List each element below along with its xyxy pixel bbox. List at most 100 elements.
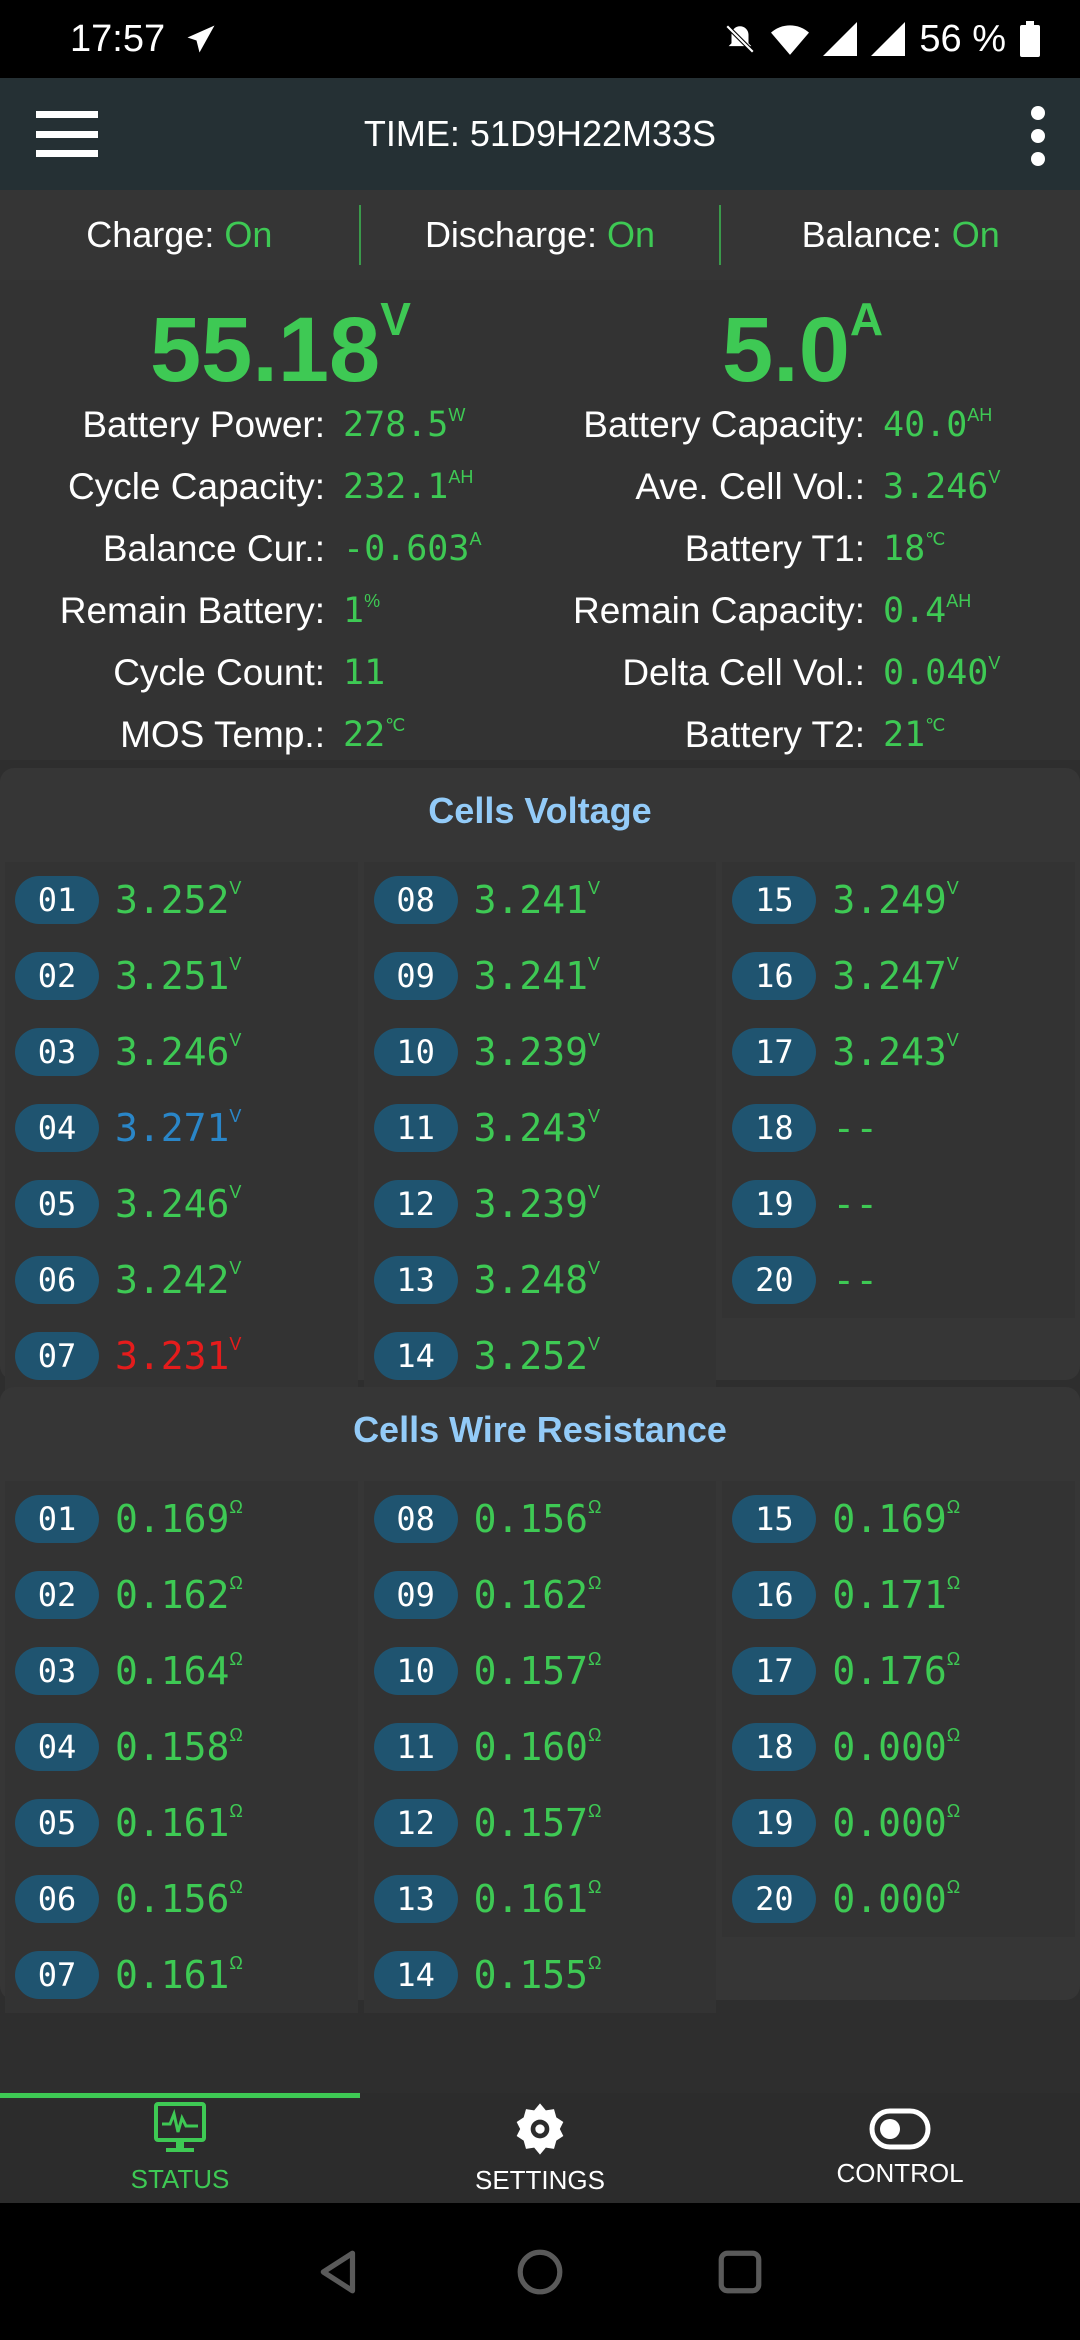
cell-number-badge: 14	[373, 1332, 458, 1380]
cell-number-badge: 20	[732, 1875, 817, 1923]
cell-number-badge: 06	[15, 1875, 99, 1923]
cell-value: 3.247V	[832, 954, 959, 998]
summary-label: MOS Temp.:	[120, 714, 325, 755]
cell-value: 3.239V	[473, 1182, 601, 1226]
telegram-icon	[187, 25, 215, 53]
bell-off-icon	[726, 24, 755, 54]
more-options-icon[interactable]	[1030, 106, 1046, 166]
cell-item: 07 3.231V	[5, 1318, 358, 1394]
summary-row: Balance Cur.: -0.603A	[20, 524, 482, 574]
cell-item: 20 --	[722, 1242, 1075, 1318]
signal-icon	[823, 22, 858, 56]
tab-control[interactable]: CONTROL	[720, 2093, 1080, 2203]
cell-item: 02 3.251V	[5, 938, 358, 1014]
home-icon[interactable]	[515, 2247, 565, 2297]
cell-value: 0.156Ω	[115, 1877, 243, 1921]
cell-value: 0.169Ω	[832, 1497, 961, 1541]
runtime-title: TIME: 51D9H22M33S	[363, 113, 717, 154]
cell-value: 0.162Ω	[115, 1573, 243, 1617]
cell-item: 08 0.156Ω	[363, 1481, 717, 1557]
recents-icon[interactable]	[715, 2247, 765, 2297]
cells-resistance-grid: 01 0.169Ω 08 0.156Ω 15 0.169Ω 02 0.162Ω 09 0.162Ω…	[5, 1481, 1075, 2013]
cell-value: 3.241V	[473, 954, 601, 998]
toggle-icon	[869, 2108, 931, 2149]
cell-value: 3.243V	[832, 1030, 959, 1074]
cells-resistance-panel: Cells Wire Resistance 01 0.169Ω 08 0.156Ω 15…	[0, 1387, 1080, 2013]
tab-settings[interactable]: SETTINGS	[360, 2093, 720, 2203]
cell-number-badge: 13	[373, 1256, 458, 1304]
cell-value: 0.171Ω	[832, 1573, 961, 1617]
cell-number-badge: 20	[732, 1256, 817, 1304]
cell-value: 0.158Ω	[115, 1725, 243, 1769]
cell-item: 05 3.246V	[5, 1166, 358, 1242]
cell-value: 0.161Ω	[115, 1953, 243, 1997]
cell-number-badge: 05	[15, 1180, 99, 1228]
cell-item: 06 0.156Ω	[5, 1861, 358, 1937]
summary-value: 21℃	[883, 715, 946, 755]
status-bar: 17:57 56 %	[0, 0, 1080, 78]
cell-number-badge: 17	[732, 1028, 817, 1076]
summary-label: Remain Capacity:	[572, 590, 865, 631]
cell-value: 3.242V	[115, 1258, 242, 1302]
cell-item: 13 0.161Ω	[363, 1861, 717, 1937]
system-navigation-bar	[0, 2203, 1080, 2340]
total-voltage: 55.18V	[150, 293, 411, 401]
cell-number-badge: 14	[373, 1951, 458, 1999]
summary-label: Battery T1:	[684, 528, 865, 569]
cell-item: 19 0.000Ω	[722, 1785, 1075, 1861]
cell-number-badge: 07	[15, 1951, 99, 1999]
cell-value: 3.271V	[115, 1106, 242, 1150]
cell-value: 3.251V	[115, 954, 242, 998]
back-icon[interactable]	[315, 2247, 365, 2297]
cell-value: 0.162Ω	[473, 1573, 602, 1617]
cell-value: 0.160Ω	[473, 1725, 602, 1769]
cell-item: 09 0.162Ω	[363, 1557, 717, 1633]
cell-item: 07 0.161Ω	[5, 1937, 358, 2013]
summary-label: Ave. Cell Vol.:	[635, 466, 865, 507]
summary-row: Battery T1: 18℃	[560, 524, 946, 574]
signal-icon	[871, 22, 906, 56]
cell-number-badge: 04	[15, 1104, 99, 1152]
cell-item: 11 0.160Ω	[363, 1709, 717, 1785]
summary-label: Battery Power:	[82, 404, 325, 445]
bottom-navigation: STATUS SETTINGS CONTROL	[0, 2093, 1080, 2203]
app-bar: TIME: 51D9H22M33S	[0, 78, 1080, 190]
cell-value: 0.164Ω	[115, 1649, 243, 1693]
summary-row: Battery Capacity: 40.0AH	[560, 400, 992, 450]
cell-item: 16 3.247V	[722, 938, 1075, 1014]
cell-item: 19 --	[722, 1166, 1075, 1242]
cell-number-badge: 17	[732, 1647, 817, 1695]
cell-value: 3.241V	[473, 878, 601, 922]
cell-number-badge: 18	[732, 1104, 817, 1152]
summary-label: Battery Capacity:	[583, 404, 865, 445]
hamburger-menu-icon[interactable]	[36, 111, 98, 157]
cell-number-badge: 07	[15, 1332, 99, 1380]
cell-value: 3.252V	[473, 1334, 601, 1378]
cell-number-badge: 03	[15, 1028, 99, 1076]
cell-number-badge: 02	[15, 1571, 99, 1619]
cell-number-badge: 10	[373, 1647, 458, 1695]
cell-number-badge: 06	[15, 1256, 99, 1304]
discharge-status: Discharge: On	[424, 214, 656, 255]
battery-percent: 56 %	[919, 17, 1006, 60]
summary-value: 11	[343, 653, 386, 693]
cell-item: 04 0.158Ω	[5, 1709, 358, 1785]
wifi-icon	[771, 25, 810, 55]
empty-cell	[722, 1937, 1075, 2013]
cell-item: 18 0.000Ω	[722, 1709, 1075, 1785]
balance-status: Balance: On	[801, 214, 1000, 255]
cell-item: 01 0.169Ω	[5, 1481, 358, 1557]
cell-value: --	[832, 1106, 879, 1150]
summary-label: Cycle Count:	[113, 652, 325, 693]
cell-item: 03 0.164Ω	[5, 1633, 358, 1709]
tab-status[interactable]: STATUS	[0, 2093, 360, 2203]
cell-value: 3.246V	[115, 1182, 242, 1226]
cells-voltage-panel: Cells Voltage 01 3.252V 08 3.241V 15 3.249V 02…	[0, 768, 1080, 1394]
charge-status: Charge: On	[86, 214, 273, 255]
cell-item: 09 3.241V	[363, 938, 717, 1014]
cell-item: 03 3.246V	[5, 1014, 358, 1090]
total-current: 5.0A	[722, 293, 884, 401]
cell-item: 17 0.176Ω	[722, 1633, 1075, 1709]
cell-number-badge: 16	[732, 952, 817, 1000]
cell-item: 06 3.242V	[5, 1242, 358, 1318]
